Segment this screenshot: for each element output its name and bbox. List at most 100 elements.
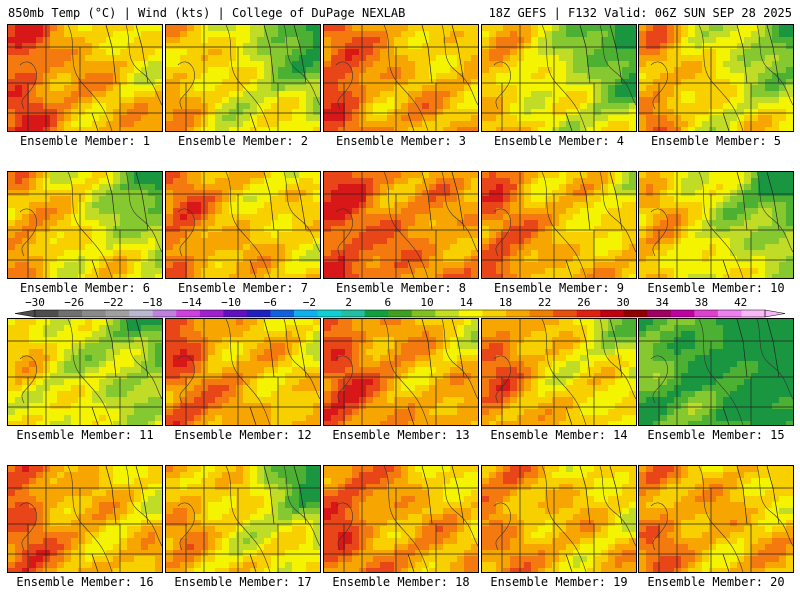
ensemble-member-label: Ensemble Member: 17 [174,575,312,589]
colorbar-swatch [82,310,106,317]
height-contours [335,172,478,278]
state-boundaries [324,466,478,572]
colorbar-swatch [600,310,625,317]
colorbar-swatch [670,310,695,317]
ensemble-member-map [638,171,794,279]
colorbar-tick-label: 42 [734,296,747,309]
colorbar-swatch [270,310,295,317]
ensemble-member-label: Ensemble Member: 7 [177,281,309,295]
colorbar-swatch [152,310,177,317]
ensemble-member-label: Ensemble Member: 8 [335,281,467,295]
colorbar-swatch [623,310,648,317]
ensemble-member-map [323,171,479,279]
ensemble-member-label: Ensemble Member: 15 [647,428,785,442]
ensemble-member-label: Ensemble Member: 9 [493,281,625,295]
ensemble-member-map [481,465,637,573]
state-boundaries [639,466,793,572]
temperature-field [8,319,162,425]
height-contours [335,466,478,572]
colorbar-swatch [364,310,389,317]
colorbar-swatch [35,310,59,317]
ensemble-member-label: Ensemble Member: 6 [19,281,151,295]
temperature-field [8,466,162,572]
colorbar-tick-label: 26 [577,296,590,309]
ensemble-member-label: Ensemble Member: 4 [493,134,625,148]
height-contours [19,319,162,425]
temperature-field [166,172,320,278]
height-contours [19,25,162,131]
ensemble-member-map [7,318,163,426]
colorbar-tick-label: −2 [303,296,316,309]
temperature-field [324,466,478,572]
ensemble-member-map [323,465,479,573]
colorbar-swatch [105,310,130,317]
ensemble-member-label: Ensemble Member: 2 [177,134,309,148]
temperature-field [324,25,478,131]
temperature-field [639,172,793,278]
temperature-field [482,466,636,572]
colorbar-max-arrow [764,309,786,318]
temperature-field [639,25,793,131]
colorbar-tick-label: 10 [420,296,433,309]
temperature-field [8,172,162,278]
colorbar-swatch [341,310,365,317]
height-contours [493,172,636,278]
colorbar-tick-label: −14 [182,296,202,309]
colorbar-tick-label: 6 [385,296,392,309]
temperature-field [8,25,162,131]
colorbar-tick-label: −22 [103,296,123,309]
temperature-field [482,319,636,425]
temperature-field [166,466,320,572]
ensemble-member-map [638,24,794,132]
ensemble-member-map [481,171,637,279]
temperature-field [166,25,320,131]
colorbar-swatch [647,310,672,317]
colorbar-swatch [553,310,577,317]
ensemble-member-label: Ensemble Member: 13 [332,428,470,442]
height-contours [493,319,636,425]
colorbar-tick-label: 38 [695,296,708,309]
temperature-field [482,25,636,131]
colorbar-swatch [176,310,201,317]
height-contours [177,172,320,278]
colorbar-swatch [294,310,318,317]
ensemble-member-label: Ensemble Member: 11 [16,428,154,442]
ensemble-member-label: Ensemble Member: 19 [490,575,628,589]
colorbar-swatch [458,310,483,317]
ensemble-member-map [7,171,163,279]
colorbar-tick-label: −6 [264,296,277,309]
ensemble-member-map [165,465,321,573]
temperature-field [166,319,320,425]
height-contours [177,319,320,425]
state-boundaries [8,466,162,572]
ensemble-member-label: Ensemble Member: 14 [490,428,628,442]
colorbar-tick-label: 30 [616,296,629,309]
colorbar-tick-label: −18 [143,296,163,309]
temperature-field [639,466,793,572]
colorbar-tick-label: 34 [656,296,670,309]
height-contours [177,25,320,131]
temperature-field [639,319,793,425]
run-valid-time: 18Z GEFS | F132 Valid: 06Z SUN SEP 28 20… [488,6,792,20]
ensemble-member-label: Ensemble Member: 3 [335,134,467,148]
height-contours [19,466,162,572]
colorbar-swatch [199,310,224,317]
ensemble-member-label: Ensemble Member: 10 [647,281,785,295]
state-boundaries [324,25,478,131]
ensemble-member-label: Ensemble Member: 18 [332,575,470,589]
state-boundaries [639,172,793,278]
colorbar-swatch [246,310,271,317]
ensemble-member-map [481,24,637,132]
state-boundaries [639,319,793,425]
ensemble-member-map [7,465,163,573]
ensemble-member-map [165,24,321,132]
height-contours [650,319,793,425]
colorbar-swatch [717,310,742,317]
state-boundaries [8,319,162,425]
colorbar-tick-label: 2 [345,296,352,309]
colorbar-swatch [317,310,342,317]
colorbar-swatch [529,310,554,317]
ensemble-member-map [323,24,479,132]
colorbar-swatch [223,310,248,317]
height-contours [650,172,793,278]
